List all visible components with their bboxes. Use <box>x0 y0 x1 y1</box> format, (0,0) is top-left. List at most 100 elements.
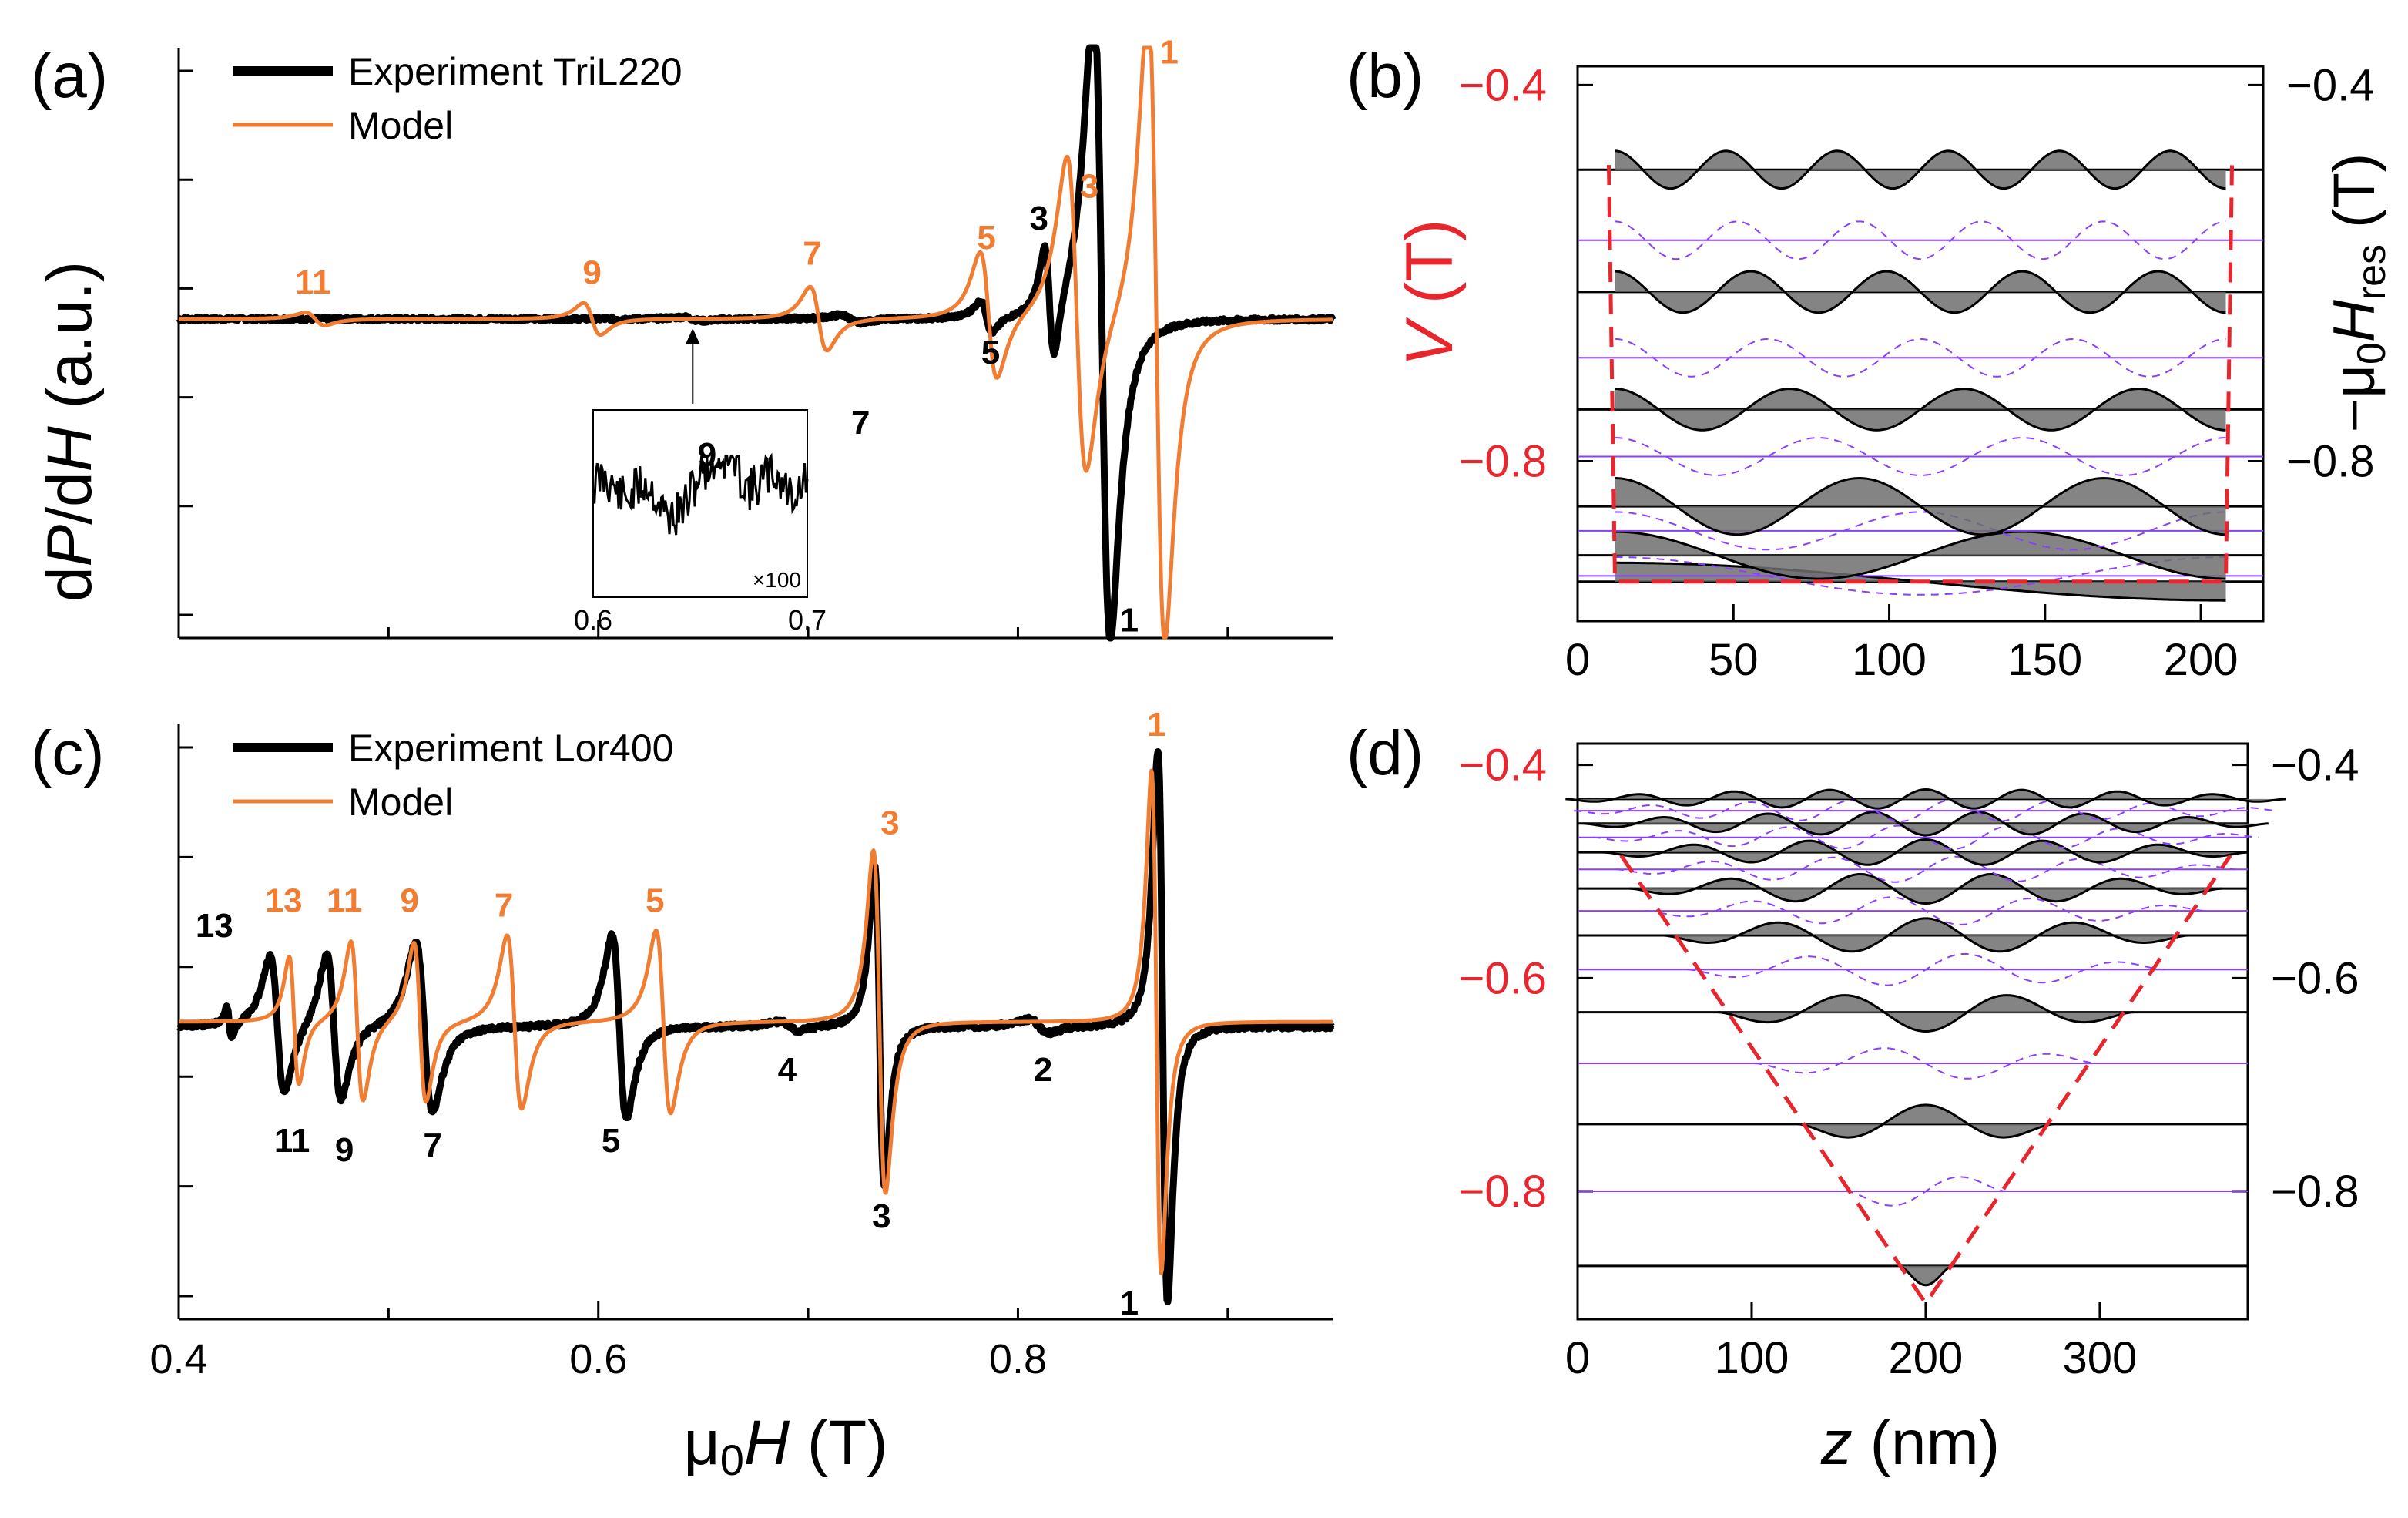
panel-label-a: (a) <box>31 41 108 111</box>
wavefunction-fill <box>1615 271 2226 313</box>
right-y-axis-label-part: res <box>2349 244 2394 300</box>
experiment-peak-label: 2 <box>1034 1051 1052 1089</box>
y-tick-label: −0.6 <box>1459 953 1548 1003</box>
x-tick-label: 0.4 <box>149 1336 207 1382</box>
potential-line <box>1607 165 2234 584</box>
experiment-peak-label: 7 <box>423 1127 441 1164</box>
x-tick-label: 150 <box>2007 635 2082 685</box>
experiment-peak-label: 5 <box>602 1122 620 1160</box>
model-peak-label: 7 <box>803 235 821 273</box>
plot-frame <box>1576 65 2265 623</box>
experiment-peak-label: 3 <box>872 1197 890 1235</box>
experiment-peak-label: 11 <box>274 1122 310 1160</box>
potential-line <box>1619 854 2232 1307</box>
experiment-peak-label: 1 <box>1120 1285 1139 1322</box>
y-axis-label-b: V (T) <box>1393 219 1467 366</box>
wavefunction-curve <box>1615 149 2226 190</box>
model-peak-label: 13 <box>265 882 303 919</box>
right-y-tick-label: −0.6 <box>2271 953 2359 1003</box>
y-axis-label-part: P <box>35 524 105 566</box>
wavefunction-dashed <box>1592 824 2259 850</box>
x-tick-label: 300 <box>2063 1333 2138 1383</box>
experiment-peak-label: 13 <box>196 907 233 945</box>
right-y-tick-label: −0.8 <box>2271 1167 2359 1217</box>
panel-d-chart: 0 100 200 300 −0.4 −0.4 −0.6 −0.6 −0.8 −0.8 <box>1459 741 2359 1383</box>
wavefunction-fill <box>1797 1104 2054 1138</box>
wavefunction-dashed <box>1615 220 2226 260</box>
wavefunction-dashed <box>1615 338 2226 378</box>
model-series-line <box>177 768 1334 1276</box>
inset-peak-label: 9 <box>698 436 716 474</box>
wavefunction-curve <box>1797 1103 2054 1139</box>
x-axis-label-part: 0 <box>720 1436 744 1484</box>
legend-label-model: Model <box>348 104 453 147</box>
inset-series-line <box>592 452 809 536</box>
x-tick-label: 100 <box>1852 635 1927 685</box>
x-tick-label: 0 <box>1565 1333 1590 1383</box>
panel-b-chart: 0 50 100 150 200 −0.4 −0.4 −0.8 −0.8 <box>1459 60 2375 685</box>
experiment-peak-label: 9 <box>335 1131 354 1169</box>
experiment-peak-label: 1 <box>1120 602 1139 640</box>
y-tick-label: −0.4 <box>1459 741 1548 791</box>
experiment-peak-label: 4 <box>778 1051 797 1089</box>
wavefunction-fill <box>1615 388 2226 431</box>
inset-arrow-head <box>686 328 700 344</box>
panel-label-b: (b) <box>1347 41 1424 111</box>
legend-label-experiment: Experiment TriL220 <box>348 50 682 93</box>
model-peak-label: 11 <box>295 264 331 301</box>
y-axis-label-part: /d <box>35 472 105 524</box>
wavefunction-dashed <box>1846 1176 2006 1207</box>
x-tick-label: 0.6 <box>569 1336 627 1382</box>
inset-x-tick-label: 0.6 <box>574 604 612 636</box>
y-tick-label: −0.8 <box>1459 437 1548 487</box>
wavefunction-dashed <box>1754 1047 2098 1080</box>
model-peak-label: 5 <box>646 882 664 919</box>
wavefunction-curve <box>1615 388 2226 432</box>
right-y-axis-label-part: −μ <box>2322 364 2387 432</box>
x-axis-label-part: (nm) <box>1853 1408 2000 1478</box>
wavefunction-curve <box>1662 917 2189 953</box>
x-tick-label: 100 <box>1715 1333 1789 1383</box>
x-tick-label: 200 <box>1889 1333 1964 1383</box>
y-tick-label: −0.4 <box>1459 60 1548 110</box>
wavefunction-curve <box>1898 1264 1954 1287</box>
model-peak-label: 11 <box>327 882 363 919</box>
model-peak-label: 1 <box>1159 34 1178 72</box>
x-tick-label: 50 <box>1709 635 1759 685</box>
model-peak-label: 9 <box>400 882 418 919</box>
right-y-axis-label-part: (T) <box>2322 153 2387 244</box>
model-peak-label: 7 <box>495 886 513 924</box>
wavefunction-curve <box>1565 788 2286 810</box>
right-y-tick-label: −0.8 <box>2286 437 2375 487</box>
right-y-tick-label: −0.4 <box>2286 60 2375 110</box>
model-peak-label: 3 <box>1080 168 1098 206</box>
right-y-tick-label: −0.4 <box>2271 741 2359 791</box>
right-y-axis-label: −μ0Hres (T) <box>2322 153 2394 432</box>
wavefunction-fill <box>1603 839 2249 865</box>
model-peak-label: 3 <box>880 804 899 842</box>
y-axis-label-part: (T) <box>1393 219 1467 322</box>
experiment-peak-label: 3 <box>1029 200 1048 237</box>
x-axis-label-part: (T) <box>790 1408 887 1478</box>
panel-label-d: (d) <box>1347 718 1424 788</box>
experiment-peak-label: 7 <box>851 404 870 442</box>
experiment-peak-label: 5 <box>981 334 1000 371</box>
x-axis-label-part: z <box>1820 1408 1853 1478</box>
x-tick-label: 200 <box>2164 635 2239 685</box>
inset-x-tick-label: 0.7 <box>788 604 827 636</box>
model-peak-label: 5 <box>977 219 995 257</box>
wavefunction-curve <box>1615 476 2226 536</box>
inset-frame <box>592 409 808 598</box>
experiment-series-line <box>176 748 1336 1305</box>
x-tick-label: 0.8 <box>989 1336 1047 1382</box>
wavefunction-curve <box>1603 838 2249 866</box>
wavefunction-curve <box>1583 811 2269 837</box>
x-axis-label-c: μ0H (T) <box>683 1408 887 1484</box>
x-tick-label: 0 <box>1565 635 1590 685</box>
wavefunction-curve <box>1629 873 2222 905</box>
wavefunction-dashed <box>1687 952 2165 986</box>
legend-label-model: Model <box>348 781 453 824</box>
